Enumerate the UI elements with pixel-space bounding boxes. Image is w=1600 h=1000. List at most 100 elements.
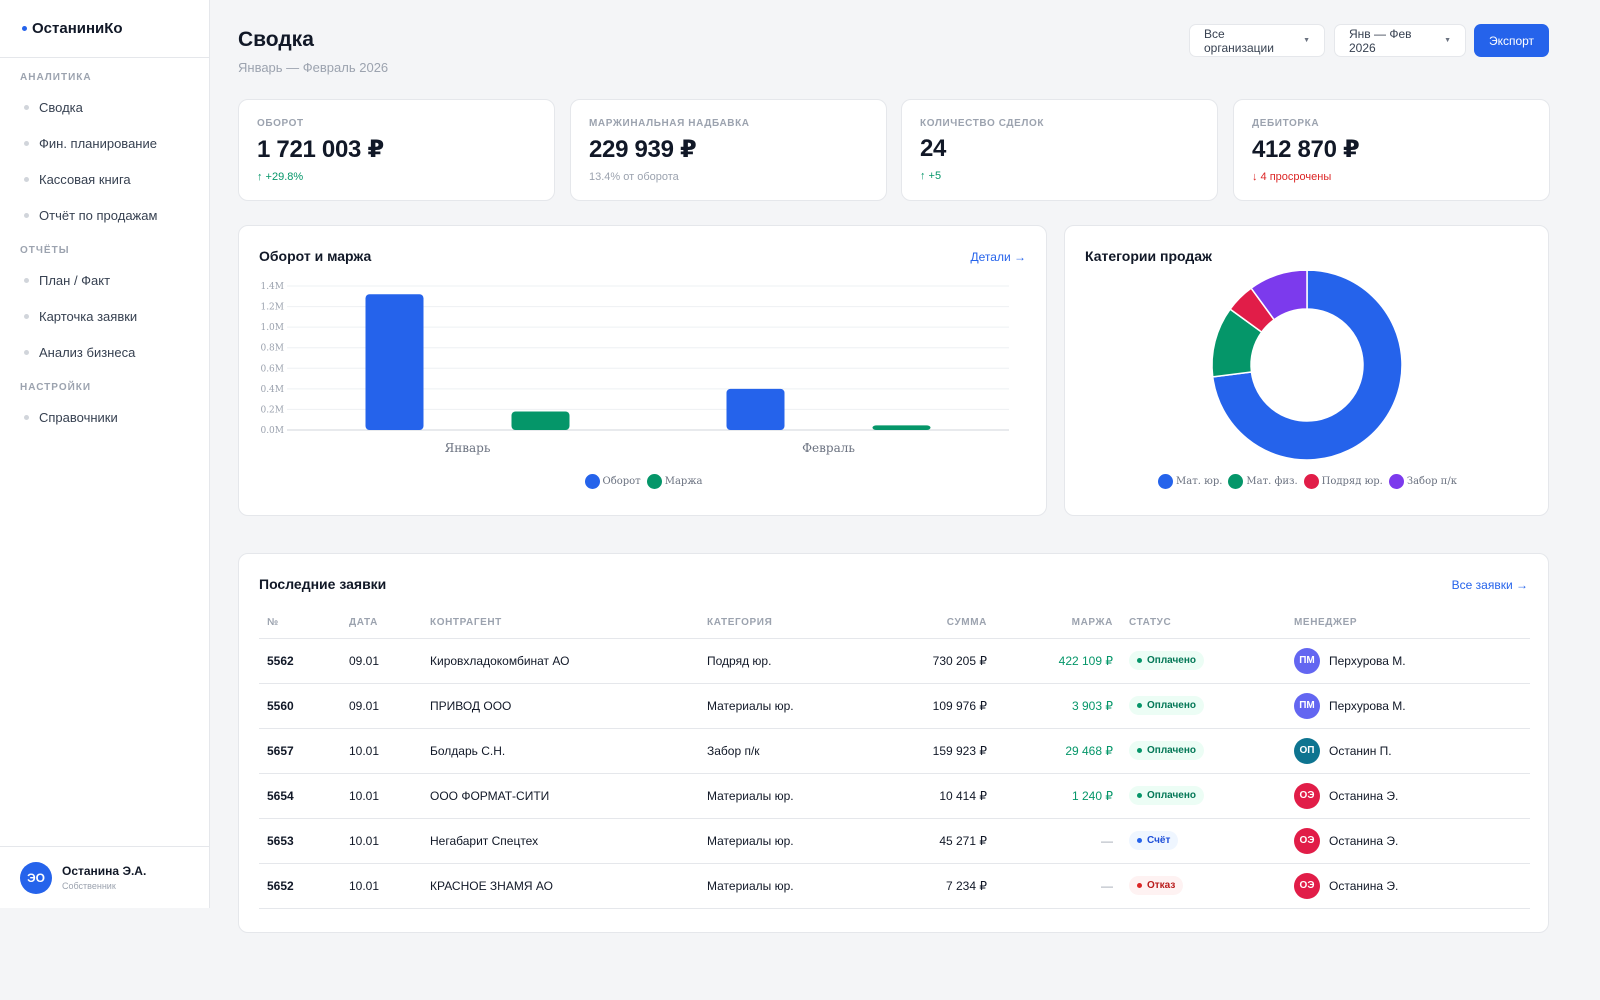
sidebar-item-request-card[interactable]: Карточка заявки bbox=[0, 298, 209, 334]
col-date[interactable]: Дата bbox=[341, 608, 422, 639]
legend-label: Мат. юр. bbox=[1176, 476, 1223, 487]
request-margin: — bbox=[995, 818, 1121, 864]
bar-turnover bbox=[726, 388, 785, 430]
legend-label: Оборот bbox=[602, 476, 641, 487]
bar-margin bbox=[511, 411, 570, 430]
sidebar-item-label: Кассовая книга bbox=[39, 171, 131, 187]
status-label: Отказ bbox=[1147, 880, 1176, 891]
avatar: ЭО bbox=[20, 861, 52, 894]
legend-item[interactable]: Маржа bbox=[646, 474, 702, 489]
page-subtitle: Январь — Февраль 2026 bbox=[238, 60, 389, 75]
status-dot-icon bbox=[1137, 658, 1142, 663]
col-no[interactable]: № bbox=[259, 608, 341, 639]
recent-requests-panel: Последние заявки Все заявки → № Дата Кон… bbox=[238, 553, 1549, 933]
kpi-delta: ↓ 4 просрочены bbox=[1252, 171, 1332, 183]
legend-item[interactable]: Забор п/к bbox=[1388, 474, 1457, 489]
kpi-label: Количество сделок bbox=[920, 118, 1045, 129]
col-sum[interactable]: Сумма bbox=[877, 608, 995, 639]
org-select[interactable]: Все организации ▼ bbox=[1189, 24, 1325, 57]
kpi-label: Дебиторка bbox=[1252, 118, 1320, 129]
kpi-card-turnover: Оборот 1 721 003 ₽ ↑ +29.8% bbox=[238, 99, 555, 201]
request-category: Забор п/к bbox=[699, 728, 877, 774]
kpi-delta: ↑ +5 bbox=[920, 170, 942, 182]
table-row[interactable]: 5562 09.01 Кировхладокомбинат АО Подряд юр.… bbox=[259, 638, 1530, 684]
legend-item[interactable]: Мат. физ. bbox=[1228, 474, 1298, 489]
sidebar-item-fin-planning[interactable]: Фин. планирование bbox=[0, 125, 209, 161]
sidebar-item-directories[interactable]: Справочники bbox=[0, 399, 209, 435]
legend-item[interactable]: Мат. юр. bbox=[1158, 474, 1222, 489]
nav-section-analytics: Аналитика bbox=[20, 72, 92, 83]
status-dot-icon bbox=[1137, 703, 1142, 708]
request-manager-cell: ПМ Перхурова М. bbox=[1286, 638, 1530, 684]
request-date: 10.01 bbox=[341, 818, 422, 864]
col-status[interactable]: Статус bbox=[1121, 608, 1286, 639]
export-button[interactable]: Экспорт bbox=[1474, 24, 1549, 57]
request-category: Подряд юр. bbox=[699, 638, 877, 684]
request-client: Негабарит Спецтех bbox=[422, 818, 699, 864]
sidebar-item-business-analysis[interactable]: Анализ бизнеса bbox=[0, 334, 209, 370]
sidebar: ОстаниниКо Аналитика Сводка Фин. планиро… bbox=[0, 0, 210, 908]
sidebar-item-cash-book[interactable]: Кассовая книга bbox=[0, 161, 209, 197]
details-link[interactable]: Детали → bbox=[970, 250, 1026, 264]
manager-name: Останина Э. bbox=[1329, 833, 1399, 848]
legend-swatch-icon bbox=[1388, 474, 1404, 489]
request-client: Кировхладокомбинат АО bbox=[422, 638, 699, 684]
bar-margin bbox=[872, 425, 931, 430]
y-tick-label: 0.2M bbox=[260, 405, 284, 415]
bar-chart: 0.0M 0.2M 0.4M 0.6M 0.8M 1.0M 1.2M 1.4M Январь Фе… bbox=[260, 282, 1009, 455]
col-category[interactable]: Категория bbox=[699, 608, 877, 639]
avatar: ПМ bbox=[1294, 647, 1320, 674]
legend-swatch-icon bbox=[1228, 474, 1244, 489]
status-dot-icon bbox=[1137, 793, 1142, 798]
period-select-value: Янв — Фев 2026 bbox=[1349, 26, 1412, 55]
sidebar-item-label: Сводка bbox=[39, 99, 83, 115]
status-dot-icon bbox=[1137, 748, 1142, 753]
col-margin[interactable]: Маржа bbox=[995, 608, 1121, 639]
table-row[interactable]: 5654 10.01 ООО ФОРМАТ-СИТИ Материалы юр. 10 … bbox=[259, 773, 1530, 819]
sidebar-item-sales-report[interactable]: Отчёт по продажам bbox=[0, 197, 209, 233]
request-no[interactable]: 5657 bbox=[259, 728, 341, 774]
kpi-card-margin: Маржинальная надбавка 229 939 ₽ 13.4% от… bbox=[570, 99, 887, 201]
request-no[interactable]: 5653 bbox=[259, 818, 341, 864]
request-no[interactable]: 5560 bbox=[259, 683, 341, 729]
legend-item[interactable]: Оборот bbox=[584, 474, 641, 489]
request-date: 09.01 bbox=[341, 683, 422, 729]
kpi-value: 24 bbox=[920, 135, 947, 162]
all-requests-link[interactable]: Все заявки → bbox=[1451, 578, 1528, 592]
status-dot-icon bbox=[1137, 883, 1142, 888]
requests-table: № Дата Контрагент Категория Сумма Маржа … bbox=[259, 608, 1530, 909]
status-badge: Оплачено bbox=[1129, 786, 1204, 805]
period-select[interactable]: Янв — Фев 2026 ▼ bbox=[1334, 24, 1466, 57]
request-client: ПРИВОД ООО bbox=[422, 683, 699, 729]
sidebar-user[interactable]: ЭО Останина Э.А. Собственник bbox=[0, 846, 210, 908]
table-row[interactable]: 5652 10.01 КРАСНОЕ ЗНАМЯ АО Материалы юр. 7 … bbox=[259, 863, 1530, 909]
sidebar-item-label: Справочники bbox=[39, 409, 118, 425]
col-client[interactable]: Контрагент bbox=[422, 608, 699, 639]
request-no[interactable]: 5654 bbox=[259, 773, 341, 819]
sidebar-item-plan-fact[interactable]: План / Факт bbox=[0, 262, 209, 298]
avatar: ОЭ bbox=[1294, 782, 1320, 809]
request-no[interactable]: 5562 bbox=[259, 638, 341, 684]
kpi-label: Оборот bbox=[257, 118, 304, 129]
request-manager-cell: ОЭ Останина Э. bbox=[1286, 863, 1530, 909]
manager-name: Останина Э. bbox=[1329, 788, 1399, 803]
request-manager-cell: ПМ Перхурова М. bbox=[1286, 683, 1530, 729]
turnover-margin-panel: Оборот и маржа Детали → 0.0M 0.2M 0.4M 0.6M… bbox=[238, 225, 1047, 516]
table-row[interactable]: 5657 10.01 Болдарь С.Н. Забор п/к 159 923 ₽2… bbox=[259, 728, 1530, 774]
bar-chart-legend: Оборот Маржа bbox=[239, 474, 1048, 489]
donut-slice bbox=[1250, 271, 1308, 321]
request-client: КРАСНОЕ ЗНАМЯ АО bbox=[422, 863, 699, 909]
brand-name: ОстаниниКо bbox=[32, 20, 123, 37]
table-row[interactable]: 5560 09.01 ПРИВОД ООО Материалы юр. 109 976 … bbox=[259, 683, 1530, 729]
bar-turnover bbox=[365, 294, 424, 430]
brand-logo[interactable]: ОстаниниКо bbox=[0, 0, 209, 58]
request-date: 09.01 bbox=[341, 638, 422, 684]
request-no[interactable]: 5652 bbox=[259, 863, 341, 909]
legend-item[interactable]: Подряд юр. bbox=[1303, 474, 1383, 489]
status-label: Оплачено bbox=[1147, 790, 1196, 801]
sidebar-item-summary[interactable]: Сводка bbox=[0, 89, 209, 125]
table-row[interactable]: 5653 10.01 Негабарит Спецтех Материалы юр. 4… bbox=[259, 818, 1530, 864]
col-manager[interactable]: Менеджер bbox=[1286, 608, 1530, 639]
kpi-value: 412 870 ₽ bbox=[1252, 136, 1360, 163]
kpi-card-deals: Количество сделок 24 ↑ +5 bbox=[901, 99, 1218, 201]
